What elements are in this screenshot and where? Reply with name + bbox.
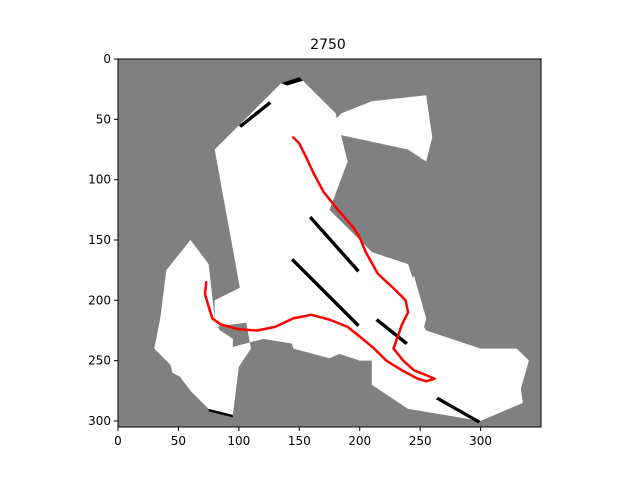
x-tick-label: 200 [348,434,371,448]
x-tick-label: 100 [227,434,250,448]
free-region-4 [160,314,233,391]
y-tick-label: 250 [88,354,111,368]
obstacle-6 [435,396,481,424]
x-tick-label: 50 [171,434,186,448]
y-tick-label: 0 [103,52,111,66]
trajectory-path [203,136,436,383]
free-space-layer [154,77,529,421]
free-region-2 [323,95,433,162]
obstacle-1 [238,101,272,128]
y-tick-label: 300 [88,414,111,428]
obstacle-4 [375,318,409,345]
obstacle-2 [290,258,360,327]
x-tick-label: 300 [469,434,492,448]
x-tick-label: 250 [409,434,432,448]
x-axis: 0 50 100 150 200 250 300 [114,427,492,448]
x-tick-label: 0 [114,434,122,448]
free-region-6 [480,348,529,415]
x-tick-label: 150 [288,434,311,448]
y-axis: 0 50 100 150 200 250 300 [88,52,118,428]
obstacle-5 [208,408,233,418]
y-tick-label: 100 [88,173,111,187]
y-tick-label: 50 [96,112,111,126]
obstacle-3 [308,215,360,273]
chart-title: 2750 [310,37,346,53]
obstacle-0 [281,77,303,86]
y-tick-label: 150 [88,233,111,247]
plot-area [117,58,542,428]
axes-frame [117,58,542,428]
obstacle-layer [208,77,481,424]
free-region-3 [214,270,360,327]
y-tick-label: 200 [88,293,111,307]
